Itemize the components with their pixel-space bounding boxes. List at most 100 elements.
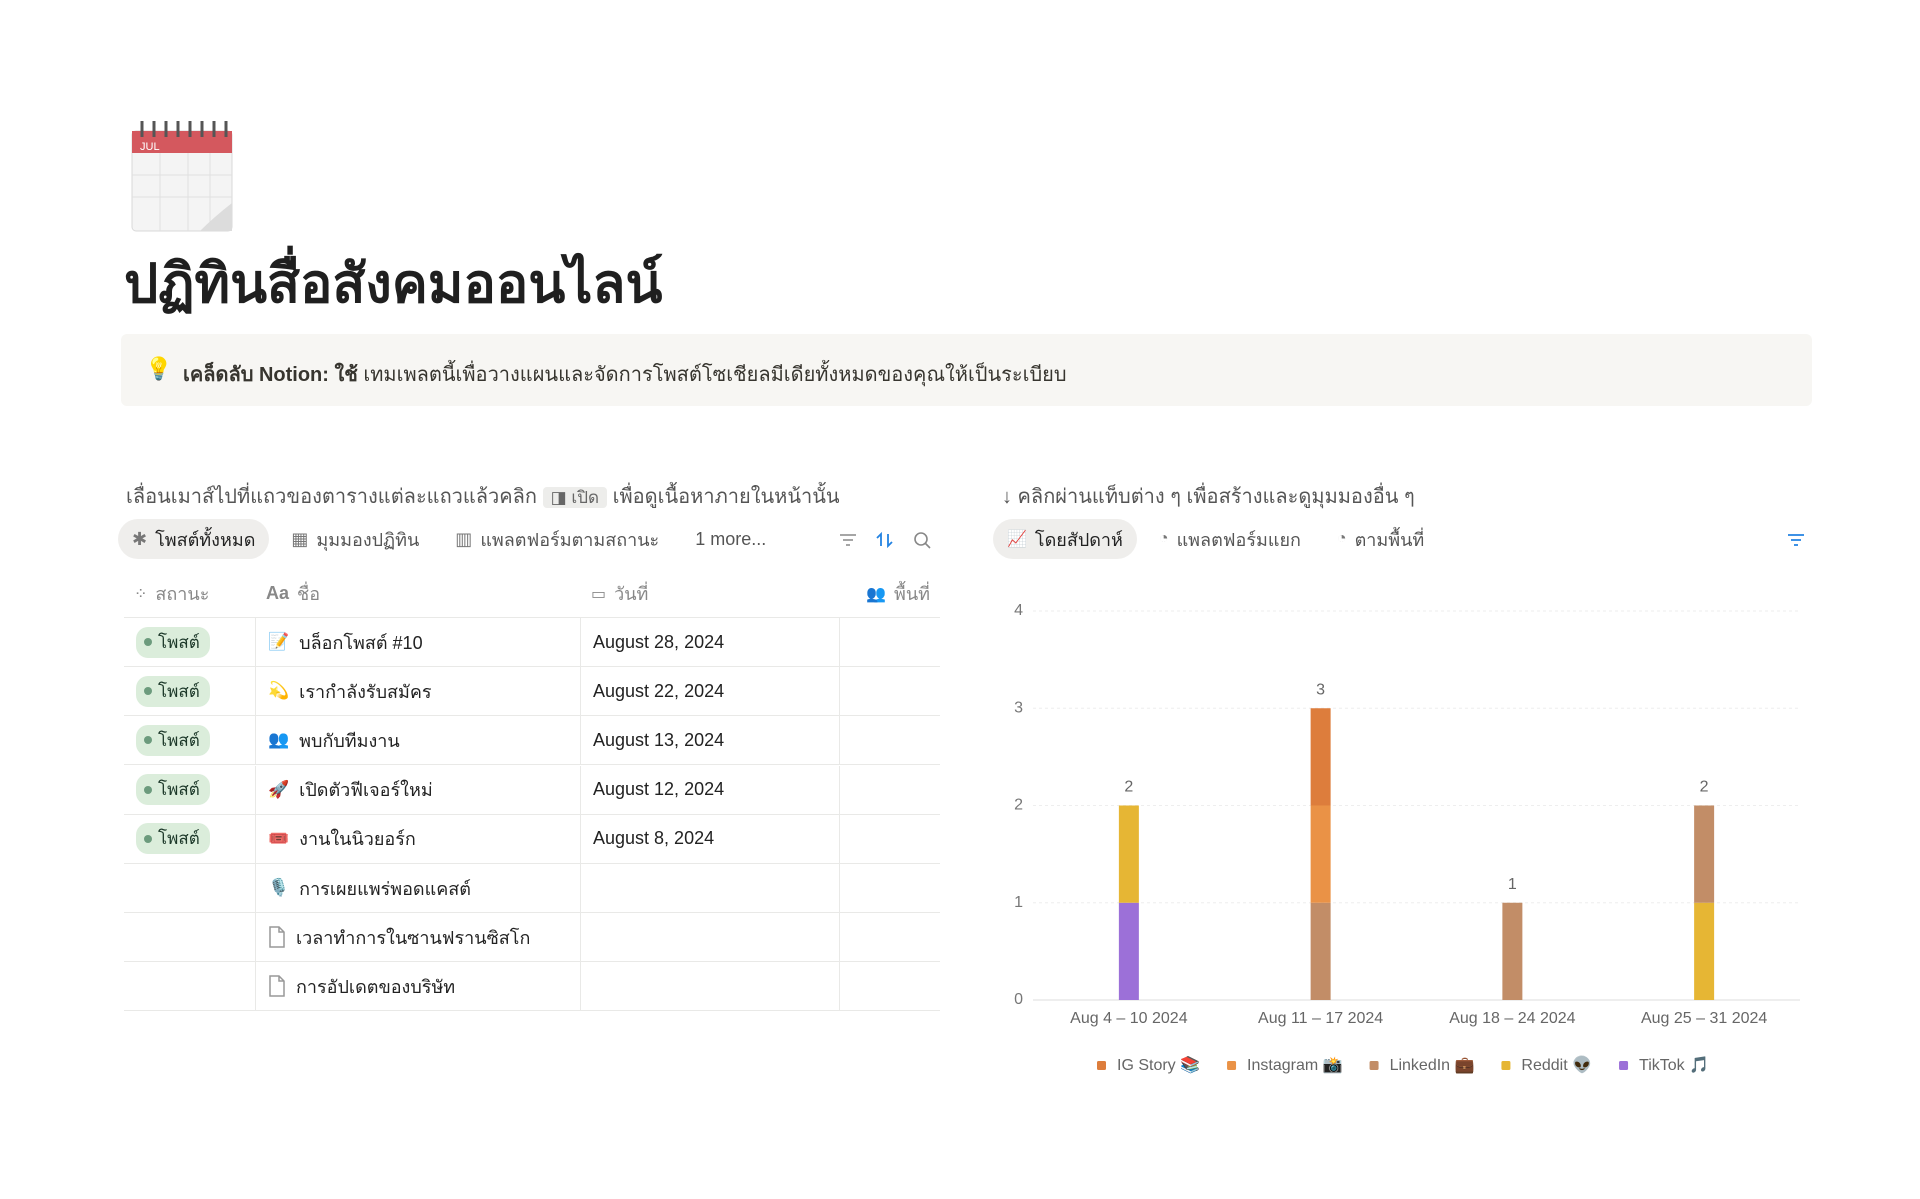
table-cell — [840, 962, 940, 1012]
tab-label: มุมมองปฏิทิน — [316, 529, 420, 550]
row-icon: 📝 — [268, 632, 290, 651]
bar-segment — [1118, 902, 1139, 1000]
callout-bold: เคล็ดลับ Notion: ใช้ — [183, 364, 358, 386]
legend: IG Story 📚 Instagram 📸 LinkedIn 💼 Reddit 👽 T… — [1097, 1055, 1709, 1074]
row-name: พบกับทีมงาน — [299, 730, 400, 751]
more-tab[interactable]: 1 more... — [695, 528, 767, 549]
tab-label: แพลตฟอร์มตามสถานะ — [480, 529, 660, 550]
legend-swatch — [1501, 1061, 1511, 1070]
chart-tab[interactable]: ◔ แพลตฟอร์มแยก — [1145, 519, 1315, 559]
total-label: 2 — [1124, 779, 1133, 796]
column-icon: ▭ — [591, 585, 607, 603]
tab-icon: ✱ — [132, 528, 148, 549]
table-cell: August 28, 2024 — [581, 618, 840, 667]
tab-icon: 📈 — [1007, 531, 1027, 548]
view-tab[interactable]: ▦ มุมมองปฏิทิน — [277, 519, 433, 559]
table-cell: August 13, 2024 — [581, 716, 840, 766]
column-label: วันที่ — [614, 584, 649, 604]
legend-label: Instagram 📸 — [1247, 1056, 1343, 1074]
table-cell — [840, 815, 940, 864]
table-row[interactable]: โพสต์ 🚀 เปิดตัวฟีเจอร์ใหม่ August 12, 2024 — [124, 765, 940, 815]
table-cell — [124, 962, 256, 1012]
legend-label: IG Story 📚 — [1117, 1056, 1200, 1074]
status-label: โพสต์ — [158, 730, 200, 750]
row-name: เปิดตัวฟีเจอร์ใหม่ — [299, 780, 433, 801]
table-row[interactable]: การอัปเดตของบริษัท — [124, 962, 940, 1012]
y-tick-label: 1 — [1014, 894, 1023, 911]
table-cell — [840, 716, 940, 766]
row-date: August 22, 2024 — [593, 680, 725, 701]
row-name: เวลาทำการในซานฟรานซิสโก — [296, 927, 531, 948]
tab-icon: ◔ — [1336, 530, 1347, 547]
bar-segment — [1118, 805, 1139, 903]
legend-label: TikTok 🎵 — [1639, 1056, 1709, 1074]
view-tab[interactable]: ✱ โพสต์ทั้งหมด — [118, 519, 270, 559]
table-row[interactable]: 🎙️ การเผยแพร่พอดแคสต์ — [124, 864, 940, 913]
table-row[interactable]: โพสต์ 🎟️ งานในนิวยอร์ก August 8, 2024 — [124, 814, 940, 864]
tab-label: ตามพื้นที่ — [1354, 529, 1425, 550]
table-cell: เวลาทำการในซานฟรานซิสโก — [256, 913, 581, 963]
bar-segment — [1310, 902, 1331, 1000]
hint-text: เลื่อนเมาส์ไปที่แถวของตารางแต่ละแถวแล้วค… — [126, 486, 538, 508]
view-tab[interactable]: ▥ แพลตฟอร์มตามสถานะ — [441, 519, 673, 559]
x-tick-label: Aug 4 – 10 2024 — [1070, 1010, 1188, 1027]
table-row[interactable]: โพสต์ 💫 เรากำลังรับสมัคร August 22, 2024 — [124, 667, 940, 717]
column-header: ▭ วันที่ — [581, 570, 840, 618]
table-row[interactable]: โพสต์ 👥 พบกับทีมงาน August 13, 2024 — [124, 716, 940, 766]
table-cell: โพสต์ — [124, 667, 256, 717]
table-cell: โพสต์ — [124, 716, 256, 766]
table-cell: 💫 เรากำลังรับสมัคร — [256, 667, 581, 717]
row-name: การเผยแพร่พอดแคสต์ — [299, 878, 471, 899]
status-pill: โพสต์ — [136, 675, 210, 707]
column-icon: ⁘ — [134, 585, 148, 603]
row-icon: 💫 — [268, 681, 290, 701]
legend-label: Reddit 👽 — [1521, 1055, 1592, 1074]
row-name: เรากำลังรับสมัคร — [299, 681, 432, 702]
table-cell: August 12, 2024 — [581, 765, 840, 815]
row-date: August 12, 2024 — [593, 779, 725, 800]
status-dot — [144, 687, 152, 696]
y-tick-label: 3 — [1014, 699, 1023, 716]
row-icon: 👥 — [268, 730, 290, 750]
status-dot — [144, 736, 152, 745]
row-icon: 🎙️ — [268, 878, 290, 897]
hint-text: เพื่อดูเนื้อหาภายในหน้านั้น — [612, 486, 840, 508]
column-label: ชื่อ — [297, 584, 321, 604]
table-cell: โพสต์ — [124, 618, 256, 667]
row-date: August 13, 2024 — [593, 729, 725, 750]
column-icon: Aa — [266, 583, 290, 603]
table-row[interactable]: โพสต์ 📝 บล็อกโพสต์ #10 August 28, 2024 — [124, 618, 940, 667]
x-tick-label: Aug 11 – 17 2024 — [1258, 1010, 1383, 1027]
status-label: โพสต์ — [158, 829, 200, 849]
table-cell — [840, 864, 940, 913]
status-pill: โพสต์ — [136, 823, 210, 855]
status-pill: โพสต์ — [136, 724, 210, 756]
table-cell — [840, 618, 940, 667]
legend-swatch — [1619, 1061, 1629, 1070]
legend-swatch — [1227, 1061, 1237, 1070]
right-hint: ↓ คลิกผ่านแท็บต่าง ๆ เพื่อสร้างและดูมุมม… — [1002, 486, 1415, 508]
chart-tab[interactable]: ◔ ตามพื้นที่ — [1323, 519, 1438, 559]
tab-icon: ◔ — [1158, 530, 1169, 547]
page-title: ปฏิทินสื่อสังคมออนไลน์ — [124, 254, 663, 314]
x-tick-label: Aug 18 – 24 2024 — [1449, 1010, 1575, 1027]
bar-segment — [1310, 805, 1331, 903]
callout-body: เทมเพลตนี้เพื่อวางแผนและจัดการโพสต์โซเชี… — [357, 364, 1067, 386]
row-name: การอัปเดตของบริษัท — [296, 976, 456, 997]
status-label: โพสต์ — [158, 632, 200, 652]
y-tick-label: 2 — [1014, 797, 1023, 814]
table-cell: 📝 บล็อกโพสต์ #10 — [256, 618, 581, 667]
legend-swatch — [1097, 1061, 1106, 1070]
table-toolbar — [840, 531, 931, 549]
row-name: งานในนิวยอร์ก — [299, 829, 416, 850]
table-cell — [840, 913, 940, 963]
table-cell — [840, 766, 940, 815]
bar-segment — [1694, 805, 1715, 903]
row-icon: 🚀 — [268, 779, 290, 799]
table-row[interactable]: เวลาทำการในซานฟรานซิสโก — [124, 913, 940, 963]
table-cell — [581, 913, 840, 963]
chart-filter[interactable] — [1786, 532, 1806, 548]
chart-tab[interactable]: 📈 โดยสัปดาห์ — [993, 519, 1137, 559]
table-cell: August 22, 2024 — [581, 667, 840, 717]
